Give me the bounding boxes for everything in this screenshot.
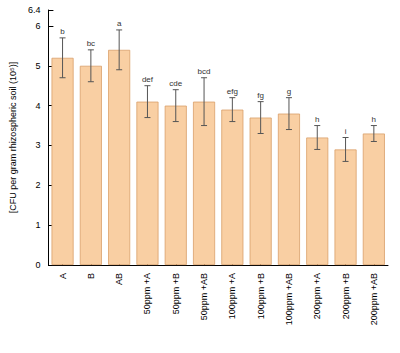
svg-text:100ppm +A: 100ppm +A [227, 273, 237, 319]
svg-text:A: A [58, 273, 68, 279]
svg-text:100ppm +AB: 100ppm +AB [284, 273, 294, 325]
svg-text:6.4: 6.4 [28, 5, 41, 15]
svg-text:[CFU per gram rhizospheric soi: [CFU per gram rhizospheric soil (10⁵)] [8, 62, 18, 213]
svg-text:4: 4 [35, 101, 40, 111]
svg-text:B: B [86, 273, 96, 279]
svg-text:cde: cde [169, 79, 182, 88]
svg-text:6: 6 [35, 21, 40, 31]
svg-text:50ppm +A: 50ppm +A [142, 273, 152, 314]
svg-text:efg: efg [227, 87, 238, 96]
svg-text:fg: fg [257, 91, 264, 100]
svg-text:3: 3 [35, 140, 40, 150]
svg-text:200ppm +A: 200ppm +A [312, 273, 322, 319]
svg-text:2: 2 [35, 180, 40, 190]
svg-text:bc: bc [87, 39, 95, 48]
svg-text:def: def [142, 75, 154, 84]
svg-text:50ppm +AB: 50ppm +AB [199, 273, 209, 320]
svg-text:100ppm +B: 100ppm +B [256, 273, 266, 319]
svg-text:a: a [117, 19, 122, 28]
svg-text:bcd: bcd [198, 67, 211, 76]
svg-text:h: h [372, 115, 376, 124]
svg-text:50ppm +B: 50ppm +B [171, 273, 181, 314]
svg-text:1: 1 [35, 220, 40, 230]
svg-text:g: g [287, 87, 291, 96]
svg-text:200ppm +B: 200ppm +B [341, 273, 351, 319]
svg-text:h: h [315, 115, 319, 124]
svg-text:0: 0 [35, 260, 40, 270]
svg-text:200ppm +AB: 200ppm +AB [369, 273, 379, 325]
svg-text:5: 5 [35, 61, 40, 71]
svg-text:b: b [60, 27, 65, 36]
svg-text:i: i [345, 127, 347, 136]
svg-text:AB: AB [114, 273, 124, 285]
